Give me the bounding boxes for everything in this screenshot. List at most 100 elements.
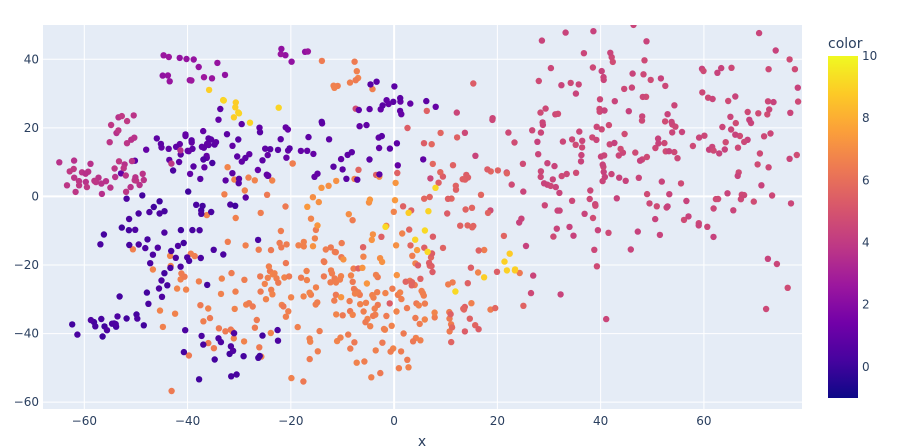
scatter-point [259,157,266,164]
scatter-point [417,337,424,344]
scatter-point [245,174,252,181]
x-tick-label: 20 [490,414,505,428]
scatter-point [211,356,218,363]
scatter-point [356,123,363,130]
scatter-point [63,182,71,189]
scatter-point [146,208,153,216]
scatter-point [149,251,157,258]
scatter-point [765,164,772,171]
scatter-point [169,167,177,174]
scatter-point [314,170,321,177]
scatter-point [444,210,451,217]
scatter-point [327,279,334,286]
scatter-point [262,145,269,152]
scatter-point [309,243,317,250]
scatter-point [168,160,175,167]
scatter-point [144,236,151,243]
scatter-point [599,177,606,185]
scatter-point [139,170,146,177]
scatter-point [562,29,569,36]
scatter-point [421,300,429,307]
scatter-point [297,274,305,281]
scatter-point [300,243,307,250]
scatter-point [256,344,263,351]
scatter-point [118,224,126,231]
scatter-point [470,80,477,87]
scatter-point [744,108,751,116]
scatter-point [154,244,161,251]
scatter-point [563,170,570,178]
scatter-point [503,170,511,177]
scatter-point [142,244,149,252]
scatter-point [72,188,79,196]
scatter-point [600,168,607,176]
scatter-point [652,144,659,152]
scatter-point [156,210,163,217]
scatter-point [87,160,94,167]
scatter-point [230,330,238,337]
scatter-point [98,315,105,323]
scatter-point [464,174,472,181]
scatter-point [223,131,231,138]
scatter-point [661,139,668,147]
scatter-point [349,278,356,285]
scatter-point [354,176,361,183]
scatter-point [140,322,147,329]
scatter-point [337,155,345,163]
scatter-point [97,241,104,248]
scatter-point [666,191,673,198]
scatter-point [188,77,195,84]
y-tick-label: −20 [14,258,39,272]
scatter-point [363,280,371,287]
scatter-point [766,106,773,113]
scatter-point [786,155,793,162]
scatter-point [701,132,708,139]
scatter-point [547,182,554,190]
scatter-point [662,82,669,90]
scatter-point [285,273,293,280]
scatter-point [349,311,356,318]
scatter-point [516,269,523,277]
scatter-point [462,206,469,213]
scatter-point [727,113,734,121]
scatter-point [353,359,360,366]
scatter-point [361,358,368,365]
scatter-point [177,263,184,270]
scatter-point [420,292,427,299]
scatter-point [534,138,541,145]
scatter-point [155,285,163,292]
scatter-point [587,187,594,194]
scatter-point [738,191,745,198]
scatter-point [254,166,262,174]
scatter-point [180,239,187,247]
scatter-point [300,293,307,300]
scatter-point [520,188,527,195]
scatter-point [567,79,574,87]
scatter-point [558,172,565,180]
scatter-point [264,274,271,281]
x-axis-ticks: −60 −40 −20 0 20 40 60 [72,414,712,428]
scatter-point [429,233,437,240]
scatter-point [586,195,593,203]
scatter-point [577,158,585,165]
scatter-point [520,302,527,309]
x-tick-label: −20 [278,414,303,428]
scatter-point [628,84,636,91]
scatter-point [400,330,407,337]
scatter-point [195,63,202,71]
scatter-point [69,321,76,328]
scatter-point [180,348,188,356]
scatter-point [616,174,623,181]
scatter-point [399,203,407,210]
scatter-point [345,211,352,218]
scatter-point [535,77,542,85]
scatter-point [398,295,405,303]
scatter-point [634,228,641,235]
scatter-point [417,275,424,282]
scatter-point [140,176,147,184]
scatter-point [185,188,192,195]
scatter-point [755,29,763,37]
scatter-point [572,141,579,148]
scatter-point [420,140,428,147]
scatter-point [307,338,314,345]
